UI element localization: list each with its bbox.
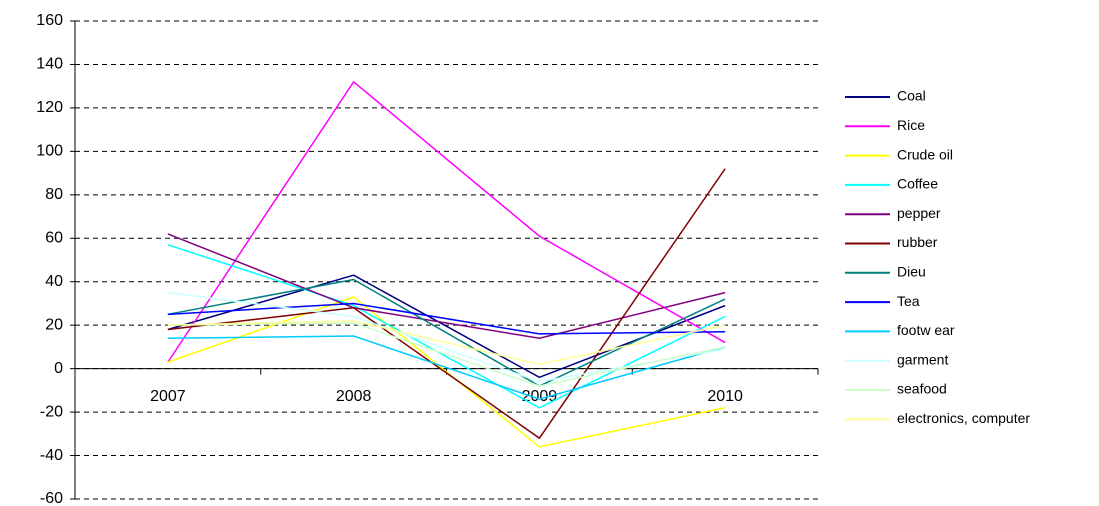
y-tick-label: 140 — [36, 56, 63, 73]
series-line — [167, 233, 726, 339]
legend-label: rubber — [897, 234, 938, 250]
series-line — [167, 322, 726, 387]
x-tick-label: 2009 — [522, 388, 558, 405]
series-line — [167, 320, 726, 366]
x-tick-label: 2007 — [150, 388, 186, 405]
x-tick-label: 2010 — [707, 388, 743, 405]
legend-label: electronics, computer — [897, 410, 1030, 426]
y-tick-label: 40 — [45, 273, 63, 290]
series-line — [167, 244, 726, 409]
y-tick-label: 60 — [45, 229, 63, 246]
series-line — [167, 80, 726, 363]
y-tick-label: 160 — [36, 12, 63, 29]
legend-label: seafood — [897, 381, 947, 397]
series-line — [167, 296, 726, 448]
series-line — [167, 274, 726, 379]
y-tick-label: 120 — [36, 99, 63, 116]
y-tick-label: 20 — [45, 316, 63, 333]
y-tick-label: 100 — [36, 143, 63, 160]
y-tick-label: 80 — [45, 186, 63, 203]
legend-label: Crude oil — [897, 146, 953, 162]
series-line — [167, 168, 726, 440]
x-tick-label: 2008 — [336, 388, 372, 405]
legend-label: Rice — [897, 117, 925, 133]
y-tick-label: -60 — [40, 490, 63, 506]
legend-label: Coal — [897, 88, 926, 104]
y-tick-label: -20 — [40, 403, 63, 420]
legend-label: Dieu — [897, 264, 926, 280]
series-line — [167, 291, 726, 383]
series-line — [167, 335, 726, 400]
legend-label: Tea — [897, 293, 920, 309]
legend-label: pepper — [897, 205, 941, 221]
legend-label: footw ear — [897, 322, 955, 338]
series-line — [167, 278, 726, 387]
legend-label: Coffee — [897, 176, 938, 192]
series-line — [167, 302, 726, 335]
y-tick-label: -40 — [40, 447, 63, 464]
y-tick-label: 0 — [54, 360, 63, 377]
legend-label: garment — [897, 351, 948, 367]
